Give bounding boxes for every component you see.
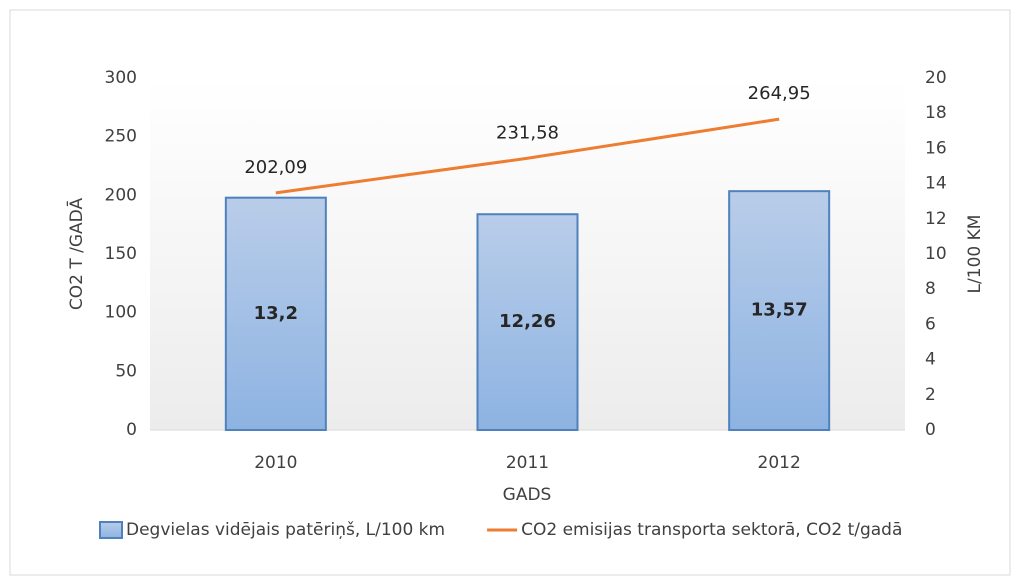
y2-tick-label: 12 [925, 209, 947, 229]
legend-label: CO2 emisijas transporta sektorā, CO2 t/g… [521, 520, 902, 540]
line-value-label: 202,09 [244, 157, 307, 178]
y-axis-label: CO2 T /GADĀ [65, 198, 87, 311]
x-axis-label: GADS [503, 485, 552, 505]
y2-tick-label: 4 [925, 350, 936, 370]
bar [224, 196, 327, 431]
y-tick-label: 200 [105, 185, 137, 205]
x-tick-label: 2012 [758, 453, 801, 473]
y-tick-label: 0 [126, 420, 137, 440]
bar-value-label: 12,26 [499, 311, 556, 332]
y-tick-label: 50 [115, 361, 137, 381]
x-tick-label: 2010 [254, 453, 297, 473]
y-tick-label: 100 [105, 303, 137, 323]
y2-tick-label: 6 [925, 314, 936, 334]
line-value-label: 231,58 [496, 122, 559, 143]
bar [728, 190, 831, 431]
y2-tick-label: 0 [925, 420, 936, 440]
x-tick-label: 2011 [506, 453, 549, 473]
y2-tick-label: 16 [925, 138, 947, 158]
y2-tick-label: 14 [925, 174, 947, 194]
y-tick-label: 150 [105, 244, 137, 264]
line [275, 117, 780, 195]
line-value-label: 264,95 [748, 83, 811, 104]
y2-tick-label: 20 [925, 68, 947, 88]
y2-tick-label: 10 [925, 244, 947, 264]
bar-value-label: 13,2 [254, 303, 298, 324]
y-tick-label: 250 [105, 127, 137, 147]
y2-tick-label: 2 [925, 385, 936, 405]
y2-axis-label: L/100 KM [965, 215, 985, 294]
legend-label: Degvielas vidējais patēriņš, L/100 km [126, 520, 445, 540]
bar [476, 213, 579, 431]
y2-tick-label: 8 [925, 279, 936, 299]
y2-tick-label: 18 [925, 103, 947, 123]
y-tick-label: 300 [105, 68, 137, 88]
bar-value-label: 13,57 [751, 300, 808, 321]
legend-swatch [99, 521, 123, 539]
